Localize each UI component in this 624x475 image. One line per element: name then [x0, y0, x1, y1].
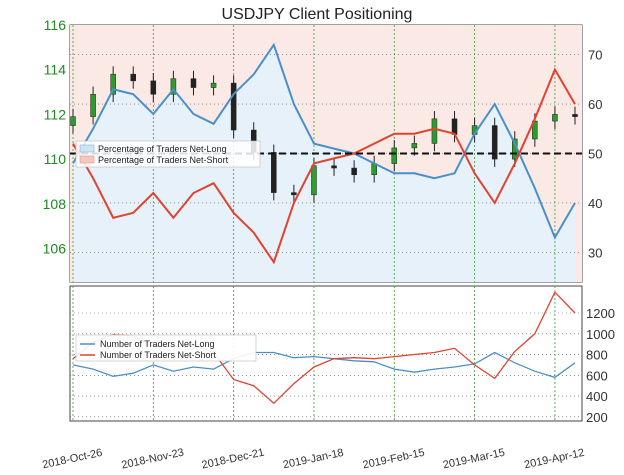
legend-label-net-short-count: Number of Traders Net-Short — [100, 350, 217, 360]
price-tick-114: 114 — [44, 62, 67, 78]
candle-body — [331, 165, 337, 169]
candle-body — [391, 147, 398, 164]
candle-body — [291, 192, 297, 196]
net-long-pct-line — [72, 42, 576, 240]
top-legend-box — [75, 140, 261, 168]
candle-body — [110, 73, 116, 95]
chart-title: USDJPY Client Positioning — [222, 6, 413, 23]
percentage-axis-ticks: 30 40 50 60 70 — [588, 48, 602, 261]
pct-tick-40: 40 — [588, 196, 602, 211]
date-tick-5: 2019-Mar-15 — [442, 447, 506, 472]
candle-body — [230, 82, 237, 131]
top-legend: Percentage of Traders Net-Long Percentag… — [75, 140, 261, 168]
pct-tick-50: 50 — [588, 147, 602, 162]
pct-tick-70: 70 — [588, 48, 602, 63]
candle-body — [210, 82, 217, 88]
candle-body — [190, 78, 197, 88]
count-tick-600: 600 — [586, 368, 608, 383]
price-axis-ticks: 106 108 110 112 114 116 — [43, 17, 67, 256]
candle-body — [130, 73, 136, 82]
bottom-legend: Number of Traders Net-Long Number of Tra… — [75, 334, 257, 362]
candle-body — [170, 78, 177, 95]
candle-body — [572, 114, 578, 117]
legend-label-net-short-pct: Percentage of Traders Net-Short — [98, 155, 229, 165]
candle-body — [491, 125, 498, 160]
candle-body — [90, 94, 96, 117]
count-tick-1200: 1200 — [586, 306, 615, 321]
date-axis-ticks: 2018-Oct-26 2018-Nov-23 2018-Dec-21 2019-Ja… — [41, 447, 585, 472]
bottom-legend-box — [75, 334, 257, 362]
net-short-pct-line — [72, 67, 576, 265]
legend-swatch-net-short-pct — [79, 155, 95, 164]
bottom-panel-frame — [69, 285, 583, 422]
count-tick-800: 800 — [586, 348, 608, 363]
price-tick-116: 116 — [44, 17, 67, 33]
bottom-panel-grid — [70, 286, 582, 421]
price-tick-108: 108 — [43, 196, 67, 212]
price-tick-112: 112 — [44, 106, 67, 122]
legend-label-net-long-pct: Percentage of Traders Net-Long — [98, 144, 227, 154]
pct-tick-60: 60 — [588, 97, 602, 112]
count-tick-200: 200 — [586, 410, 608, 425]
candle-body — [451, 118, 458, 135]
candle-body — [431, 118, 438, 144]
price-candles — [70, 66, 578, 203]
trader-count-axis-ticks: 200 400 600 800 1000 1200 — [586, 306, 615, 425]
price-tick-110: 110 — [44, 151, 67, 167]
candle-body — [150, 80, 157, 95]
count-tick-1000: 1000 — [586, 327, 615, 342]
candle-body — [70, 116, 76, 126]
candle-body — [351, 167, 357, 175]
date-tick-2: 2018-Dec-21 — [201, 447, 266, 472]
date-tick-3: 2019-Jan-18 — [282, 447, 345, 472]
date-tick-6: 2019-Apr-12 — [523, 447, 585, 471]
candle-body — [411, 143, 418, 149]
count-tick-400: 400 — [586, 389, 608, 404]
net-long-count-line — [72, 351, 576, 379]
net-long-area — [73, 44, 575, 282]
candle-body — [311, 165, 317, 196]
pct-tick-30: 30 — [588, 245, 602, 260]
candle-body — [271, 152, 277, 193]
date-tick-1: 2018-Nov-23 — [120, 447, 185, 472]
price-tick-106: 106 — [43, 240, 67, 256]
date-tick-4: 2019-Feb-15 — [362, 447, 426, 472]
candle-body — [552, 114, 558, 122]
top-panel-lines — [70, 42, 582, 265]
legend-label-net-long-count: Number of Traders Net-Long — [100, 339, 215, 349]
net-long-band — [73, 44, 575, 282]
legend-swatch-net-long-pct — [79, 144, 95, 153]
date-tick-0: 2018-Oct-26 — [41, 447, 103, 471]
